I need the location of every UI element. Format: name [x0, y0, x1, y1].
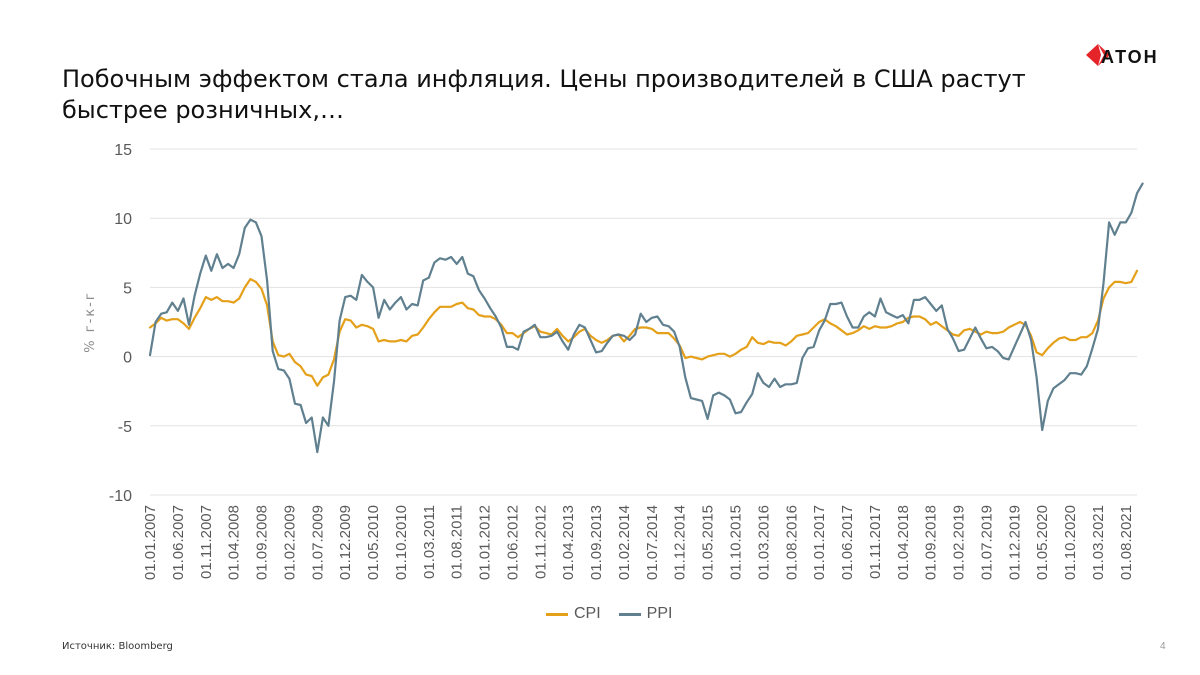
legend-swatch-ppi	[618, 612, 641, 616]
source-note: Источник: Bloomberg	[62, 641, 173, 652]
x-tick-label: 01.02.2014	[616, 505, 633, 580]
x-tick-label: 01.05.2020	[1034, 505, 1051, 580]
x-tick-label: 01.09.2013	[588, 505, 605, 580]
x-tick-label: 01.01.2017	[811, 505, 828, 580]
x-tick-label: 01.02.2009	[281, 505, 298, 580]
x-tick-label: 01.01.2007	[142, 505, 159, 580]
x-tick-label: 01.08.2021	[1118, 505, 1135, 580]
y-tick-label: 10	[114, 211, 132, 228]
x-tick-label: 01.12.2009	[337, 505, 354, 580]
x-tick-label: 01.05.2015	[700, 505, 717, 580]
page-number: 4	[1160, 641, 1166, 652]
y-tick-label: 0	[123, 350, 132, 367]
x-tick-label: 01.09.2008	[254, 505, 271, 580]
legend-label-cpi: CPI	[574, 605, 601, 622]
x-tick-label: 01.12.2014	[672, 505, 689, 580]
y-tick-label: -5	[118, 419, 132, 436]
x-tick-label: 01.07.2009	[309, 505, 326, 580]
series-line-cpi	[148, 269, 1139, 387]
x-tick-label: 01.09.2018	[923, 505, 940, 580]
legend-item-cpi: CPI	[546, 605, 601, 623]
x-tick-label: 01.05.2010	[365, 505, 382, 580]
x-tick-label: 01.10.2020	[1062, 505, 1079, 580]
legend-label-ppi: PPI	[646, 605, 673, 622]
x-tick-label: 01.06.2007	[170, 505, 187, 580]
x-tick-label: 01.03.2021	[1090, 505, 1107, 580]
x-tick-label: 01.03.2016	[755, 505, 772, 580]
y-axis-label: % г-к-г	[83, 291, 98, 352]
x-tick-label: 01.08.2016	[783, 505, 800, 580]
aton-logo	[1084, 42, 1174, 72]
slide-title: Побочным эффектом стала инфляция. Цены п…	[62, 65, 1026, 124]
x-tick-label: 01.04.2013	[560, 505, 577, 580]
logo-text: АТОН	[1101, 47, 1159, 67]
aton-logo-mark	[1086, 44, 1110, 66]
x-tick-label: 01.02.2019	[951, 505, 968, 580]
x-tick-label: 01.08.2011	[449, 505, 466, 579]
x-tick-label: 01.03.2011	[421, 505, 438, 579]
y-tick-label: 15	[114, 142, 132, 159]
legend-item-ppi: PPI	[618, 605, 673, 623]
x-tick-label: 01.06.2017	[839, 505, 856, 580]
x-tick-label: 01.04.2018	[895, 505, 912, 580]
x-tick-label: 01.10.2015	[728, 505, 745, 580]
y-tick-label: -10	[109, 488, 132, 505]
x-tick-label: 01.11.2007	[198, 505, 215, 579]
x-tick-label: 01.07.2014	[644, 505, 661, 580]
x-tick-label: 01.01.2012	[477, 505, 494, 580]
x-tick-label: 01.10.2010	[393, 505, 410, 580]
x-tick-label: 01.11.2012	[532, 505, 549, 579]
logo-mark-cut	[1098, 44, 1104, 66]
x-tick-label: 01.04.2008	[226, 505, 243, 580]
logo-mark-shape	[1086, 44, 1110, 66]
legend-swatch-cpi	[546, 612, 568, 616]
series-line-ppi	[148, 182, 1144, 454]
x-tick-label: 01.06.2012	[504, 505, 521, 580]
chart-legend: CPI PPI	[546, 604, 690, 624]
x-tick-label: 01.07.2019	[978, 505, 995, 580]
x-tick-label: 01.12.2019	[1006, 505, 1023, 580]
y-tick-label: 5	[123, 280, 132, 297]
x-tick-label: 01.11.2017	[867, 505, 884, 579]
